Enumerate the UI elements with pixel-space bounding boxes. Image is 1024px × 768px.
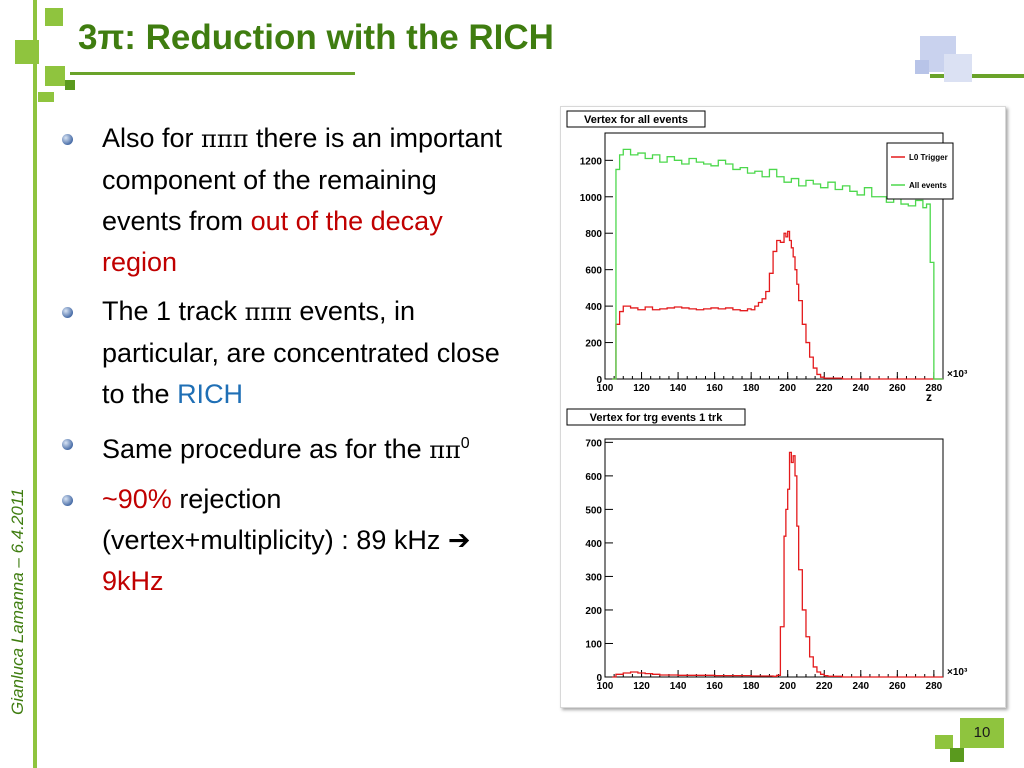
y-tick-label: 600 — [585, 472, 602, 483]
right-accent-line — [930, 74, 1024, 78]
x-tick-label: 240 — [852, 383, 869, 394]
bullet-text: there is an important component of the r… — [102, 123, 503, 236]
x-tick-label: 140 — [670, 383, 687, 394]
y-tick-label: 1000 — [580, 193, 603, 204]
bullet-text: Also for — [102, 123, 202, 153]
bullet-text: Same procedure as for the — [102, 434, 430, 464]
highlight-text: RICH — [177, 379, 244, 409]
highlight-text: ~90% — [102, 484, 172, 514]
y-tick-label: 0 — [596, 375, 602, 386]
highlight-text: 9kHz — [102, 566, 164, 596]
decor-square — [935, 735, 953, 749]
plot-frame — [604, 438, 944, 678]
x-tick-label: 220 — [816, 383, 833, 394]
slide-title: 3π: Reduction with the RICH — [78, 18, 554, 57]
chart-title-box — [566, 110, 706, 128]
x-tick-label: 160 — [706, 383, 723, 394]
title-underline — [70, 72, 355, 75]
y-tick-label: 200 — [585, 606, 602, 617]
x-tick-label: 280 — [926, 681, 943, 692]
bullet-icon — [62, 495, 73, 506]
legend-label: All events — [909, 181, 947, 190]
bullet-text: rejection (vertex+multiplicity) : 89 kHz — [102, 484, 448, 555]
chart-title-box — [566, 408, 746, 426]
x-tick-label: 180 — [743, 681, 760, 692]
legend-box — [886, 142, 954, 200]
y-tick-label: 0 — [596, 673, 602, 684]
series-line — [612, 230, 943, 380]
bullet-list: Also for πππ there is an important compo… — [62, 118, 502, 610]
y-tick-label: 300 — [585, 572, 602, 583]
x-tick-label: 200 — [779, 383, 796, 394]
bullet-text: The 1 track — [102, 296, 245, 326]
x-tick-label: 140 — [670, 681, 687, 692]
arrow-icon: ➔ — [447, 525, 471, 555]
x-tick-label: 200 — [779, 681, 796, 692]
x-axis-label: z — [926, 390, 932, 404]
x-tick-label: 100 — [597, 383, 614, 394]
legend-label: L0 Trigger — [909, 153, 948, 162]
decor-square — [15, 40, 39, 64]
bullet-icon — [62, 134, 73, 145]
chart-title: Vertex for all events — [584, 114, 688, 126]
y-tick-label: 400 — [585, 539, 602, 550]
decor-square — [65, 80, 75, 90]
x-tick-label: 260 — [889, 681, 906, 692]
decor-square — [45, 66, 65, 86]
superscript: 0 — [460, 435, 470, 452]
decor-square — [45, 8, 63, 26]
bullet-item: The 1 track πππ events, in particular, a… — [62, 291, 502, 415]
pi-symbol: πππ — [201, 125, 249, 153]
chart-title: Vertex for trg events 1 trk — [590, 412, 724, 424]
x-tick-label: 180 — [743, 383, 760, 394]
x-tick-label: 220 — [816, 681, 833, 692]
decor-square — [944, 54, 972, 82]
bullet-item: ~90% rejection (vertex+multiplicity) : 8… — [62, 479, 502, 602]
x-tick-label: 160 — [706, 681, 723, 692]
bullet-icon — [62, 307, 73, 318]
x-tick-label: 280 — [926, 383, 943, 394]
y-tick-label: 100 — [585, 639, 602, 650]
x-tick-label: 260 — [889, 383, 906, 394]
decor-square — [950, 748, 964, 762]
bullet-text: events, in particular, are concentrated … — [102, 296, 500, 409]
x-multiplier-label: ×10³ — [947, 369, 968, 380]
decor-square — [38, 92, 54, 102]
series-line — [612, 451, 943, 678]
pi-symbol: ππ — [429, 436, 461, 464]
x-tick-label: 100 — [597, 681, 614, 692]
y-tick-label: 1200 — [580, 156, 603, 167]
y-tick-label: 200 — [585, 339, 602, 350]
bullet-icon — [62, 439, 73, 450]
highlight-text: out of the decay region — [102, 206, 443, 277]
page-number: 10 — [960, 718, 1004, 748]
plots-svg: Vertex for all events 100 120 140 160 180 200 2… — [566, 110, 968, 692]
y-tick-label: 500 — [585, 505, 602, 516]
pi-symbol: πππ — [244, 298, 292, 326]
x-tick-label: 120 — [633, 383, 650, 394]
x-tick-label: 240 — [852, 681, 869, 692]
y-tick-label: 800 — [585, 229, 602, 240]
decor-square — [915, 60, 929, 74]
bullet-item: Also for πππ there is an important compo… — [62, 118, 502, 283]
x-multiplier-label: ×10³ — [947, 667, 968, 678]
plots-panel: Vertex for all events 100 120 140 160 180 200 2… — [560, 106, 1006, 708]
x-tick-label: 120 — [633, 681, 650, 692]
y-tick-label: 600 — [585, 266, 602, 277]
bullet-item: Same procedure as for the ππ0 — [62, 423, 502, 471]
y-tick-label: 400 — [585, 302, 602, 313]
y-tick-label: 700 — [585, 438, 602, 449]
left-accent-line — [33, 0, 37, 768]
series-line — [612, 148, 943, 380]
author-date: Gianluca Lamanna – 6.4.2011 — [8, 488, 27, 715]
plot-frame — [604, 132, 944, 380]
